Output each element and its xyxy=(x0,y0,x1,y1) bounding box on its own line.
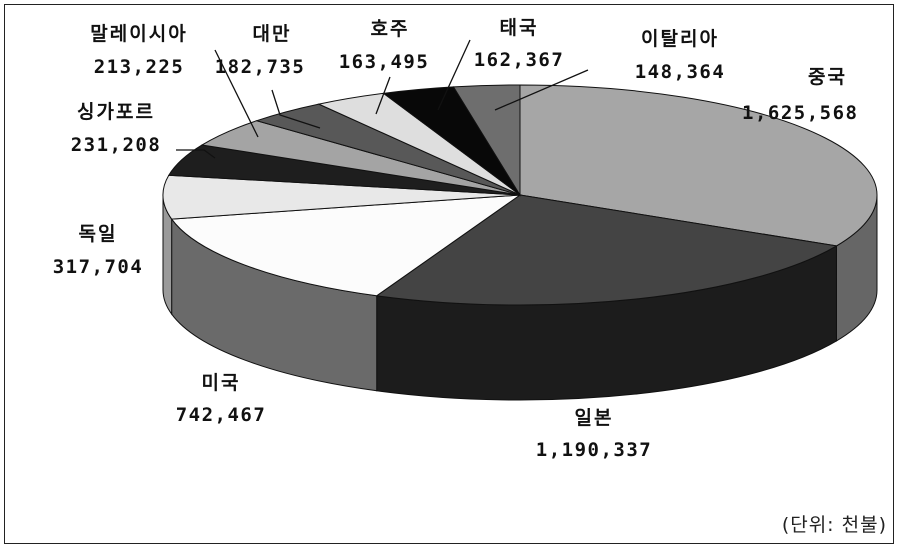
unit-label: (단위: 천불) xyxy=(781,514,887,536)
slice-labels: 중국 1,625,568 일본 1,190,337 미국 742,467 독일 317,704… xyxy=(53,17,858,461)
slice-name-label: 독일 xyxy=(79,223,118,245)
pie-slice-1 xyxy=(519,84,878,247)
slice-name-label: 말레이시아 xyxy=(90,23,187,45)
leader-line-9 xyxy=(437,39,471,111)
slice-value-label: 213,225 xyxy=(94,56,185,78)
leader-line-6 xyxy=(214,49,259,138)
pie-slice-4 xyxy=(162,174,521,220)
slice-value-label: 742,467 xyxy=(176,404,267,426)
slice-name-label: 태국 xyxy=(500,17,539,39)
slice-name-label: 대만 xyxy=(253,23,292,45)
slice-value-label: 162,367 xyxy=(474,49,565,71)
slice-name-label: 호주 xyxy=(371,18,410,40)
leader-lines xyxy=(176,39,589,159)
slice-value-label: 317,704 xyxy=(53,256,144,278)
slice-name-label: 싱가포르 xyxy=(77,101,155,123)
slice-name-label: 미국 xyxy=(202,372,241,394)
slice-name-label: 중국 xyxy=(808,66,847,88)
slice-value-label: 148,364 xyxy=(635,61,726,83)
pie-slice-2 xyxy=(375,194,838,306)
leader-line-7 xyxy=(271,89,321,129)
leader-line-5 xyxy=(176,149,216,159)
pie-slice-3 xyxy=(170,194,522,297)
slice-name-label: 일본 xyxy=(575,407,614,429)
slice-value-label: 163,495 xyxy=(339,51,430,73)
leader-line-8 xyxy=(375,76,391,115)
slice-value-label: 1,190,337 xyxy=(536,439,652,461)
leader-line-10 xyxy=(494,69,589,111)
slice-value-label: 182,735 xyxy=(215,56,306,78)
pie-sides xyxy=(162,194,878,401)
slice-value-label: 1,625,568 xyxy=(742,102,858,124)
pie-tops xyxy=(162,84,878,306)
pie-slice-10 xyxy=(452,84,521,197)
slice-value-label: 231,208 xyxy=(71,134,162,156)
slice-name-label: 이탈리아 xyxy=(641,28,719,50)
